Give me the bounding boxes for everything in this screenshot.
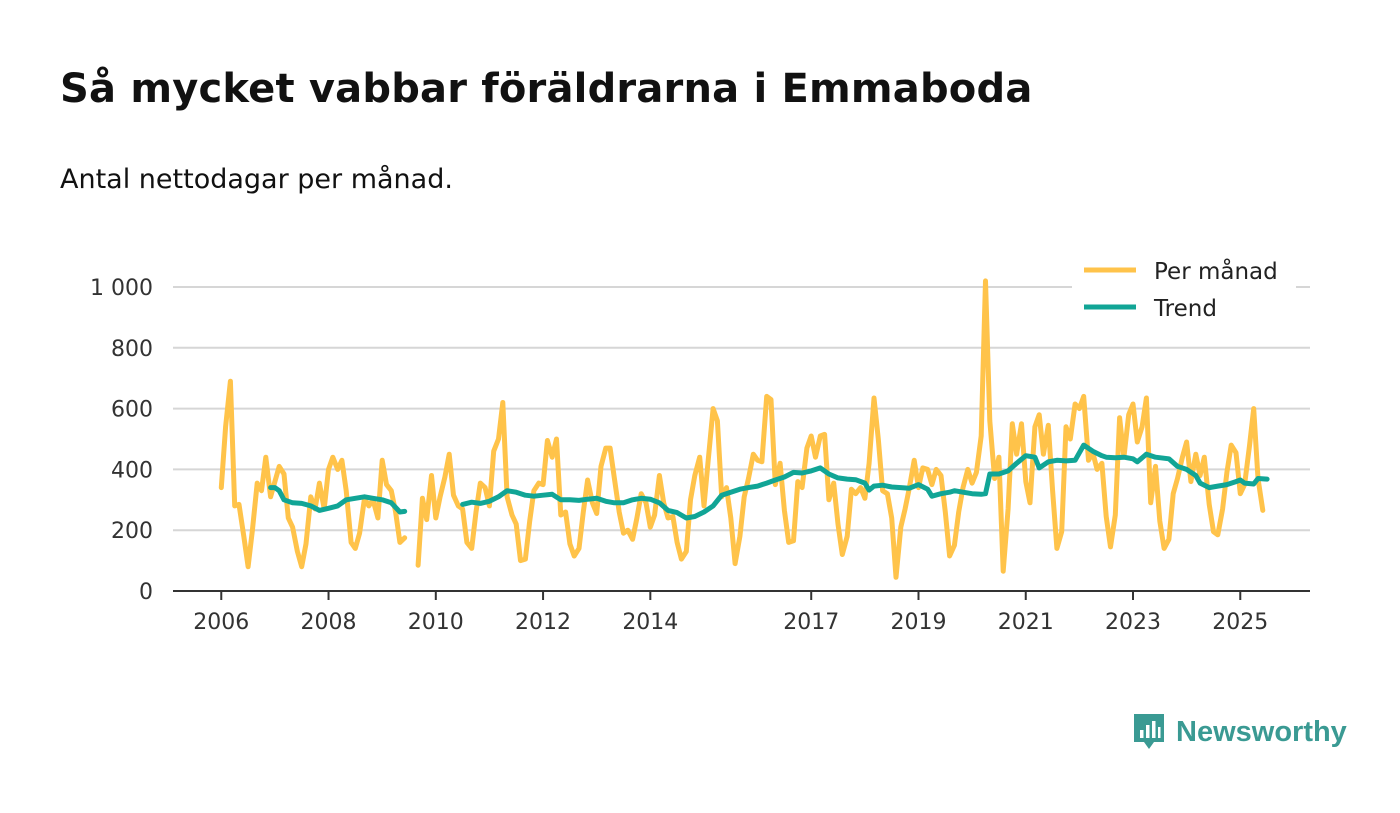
chart-subtitle: Antal nettodagar per månad. (60, 164, 453, 195)
y-tick-label: 1 000 (90, 276, 153, 301)
x-tick-label: 2023 (1105, 610, 1161, 635)
x-tick-label: 2012 (515, 610, 571, 635)
y-tick-label: 800 (111, 337, 153, 362)
y-tick-label: 200 (111, 519, 153, 544)
chart-title: Så mycket vabbar föräldrarna i Emmaboda (60, 66, 1033, 112)
y-tick-label: 400 (111, 458, 153, 483)
x-tick-label: 2019 (890, 610, 946, 635)
series-line-per-manad-0 (218, 378, 408, 570)
x-axis: 2006 2008 2010 2012 2014 2017 2019 2021 2023 2025 (173, 590, 1310, 635)
x-tick-label: 2010 (408, 610, 464, 635)
series-layer (218, 278, 1270, 580)
y-tick-label: 600 (111, 398, 153, 423)
bar-chart-flag-icon (1134, 714, 1164, 749)
series-trend (268, 442, 1270, 521)
legend-label-per-manad: Per månad (1154, 257, 1278, 285)
x-tick-label: 2017 (783, 610, 839, 635)
series-line-trend-0 (268, 485, 408, 515)
x-tick-label: 2014 (622, 610, 678, 635)
legend: Per månad Trend (1072, 255, 1296, 331)
series-line-per-manad-1 (415, 278, 1266, 580)
newsworthy-logo: Newsworthy (1132, 712, 1347, 752)
y-tick-label: 0 (139, 580, 153, 605)
x-tick-label: 2021 (998, 610, 1054, 635)
x-tick-label: 2006 (193, 610, 249, 635)
y-axis-ticks: 0 200 400 600 800 1 000 (90, 276, 153, 605)
series-line-trend-1 (460, 442, 1270, 521)
x-tick-label: 2025 (1212, 610, 1268, 635)
x-tick-label: 2008 (301, 610, 357, 635)
legend-label-trend: Trend (1153, 296, 1217, 322)
series-per-manad (218, 278, 1266, 580)
brand-name: Newsworthy (1176, 715, 1347, 748)
